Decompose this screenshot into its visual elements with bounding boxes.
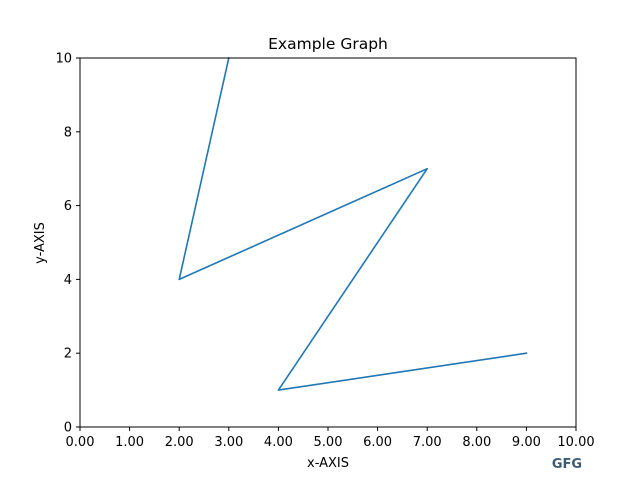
x-tick-label: 1.00	[115, 435, 144, 450]
y-tick-label: 10	[55, 52, 72, 67]
x-tick-label: 0.00	[66, 435, 95, 450]
y-tick-label: 6	[64, 199, 72, 214]
axes-layer: 0.00 1.00 2.00 3.00 4.00 5.00 6.00 7.00 8.00 9.00…	[55, 52, 594, 451]
x-tick-label: 7.00	[413, 435, 442, 450]
plot-layer	[178, 57, 528, 391]
chart-title: Example Graph	[268, 35, 388, 53]
x-tick-label: 6.00	[363, 435, 392, 450]
x-tick-label: 8.00	[462, 435, 491, 450]
x-tick-label: 10.00	[557, 435, 594, 450]
x-axis-label: x-AXIS	[307, 456, 349, 471]
x-tick-label: 5.00	[314, 435, 343, 450]
x-tick-label: 3.00	[214, 435, 243, 450]
x-tick-label: 2.00	[165, 435, 194, 450]
gfg-annotation: GFG	[552, 457, 582, 472]
y-tick-label: 2	[64, 347, 72, 362]
y-tick-label: 0	[64, 421, 72, 436]
series-line-0	[178, 57, 528, 391]
y-axis-label: y-AXIS	[33, 222, 48, 264]
x-tick-label: 9.00	[512, 435, 541, 450]
y-tick-label: 8	[64, 125, 72, 140]
y-tick-label: 4	[64, 273, 72, 288]
x-tick-label: 4.00	[264, 435, 293, 450]
